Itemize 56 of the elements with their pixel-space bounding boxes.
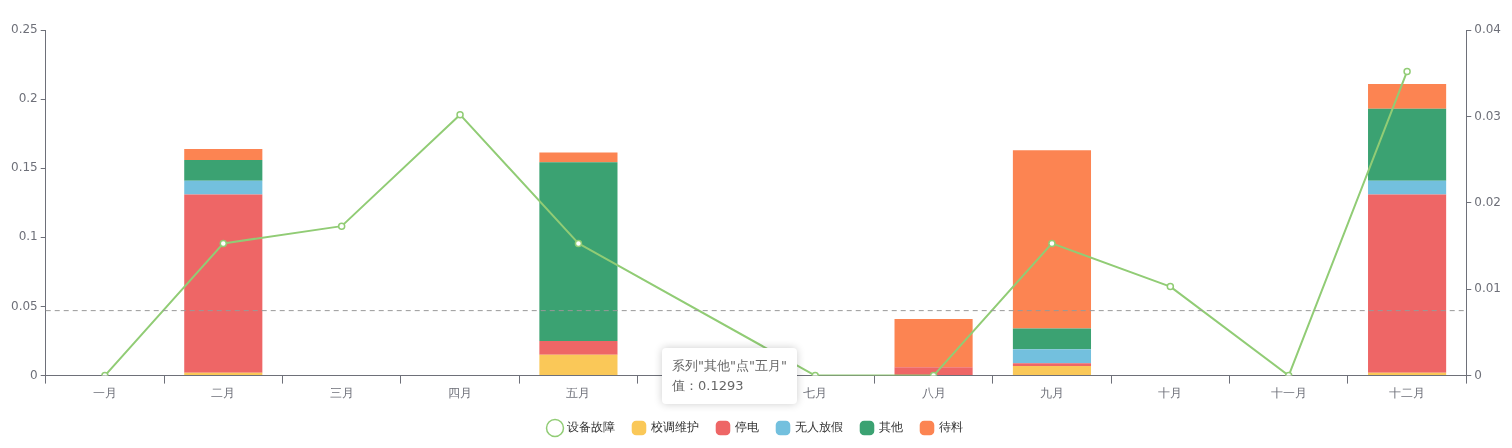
x-tick-label: 五月 [566,385,591,400]
legend-label: 设备故障 [567,420,615,435]
bar [539,354,618,376]
legend-label: 待料 [939,420,963,435]
point [219,239,228,248]
bar [184,194,263,373]
y2-tick-label: 0.03 [1474,108,1501,123]
y2-tick-label: 0.02 [1474,194,1501,209]
y-tick-label: 0 [30,367,38,382]
x-tick-label: 十月 [1158,385,1183,400]
point [574,239,583,248]
y-tick-label: 0.05 [11,298,38,313]
x-tick-label: 八月 [921,385,946,400]
annotation: 系列"其他"点"五月" [672,357,787,375]
x-tick-label: 四月 [448,385,473,400]
x-tick-label: 一月 [92,385,117,400]
y2-tick-label: 0 [1474,367,1482,382]
x-tick-label: 十一月 [1270,385,1307,400]
bar [1012,150,1092,329]
y2-tick-label: 0.01 [1474,281,1501,296]
point [337,222,346,230]
point [456,110,464,119]
point [1403,67,1411,76]
bar [184,180,263,195]
bar [1012,349,1092,364]
point [1048,239,1056,248]
bar [539,341,618,355]
bar [894,318,973,368]
x-tick-label: 九月 [1039,385,1064,400]
bar [1368,108,1447,181]
legend-label: 无人放假 [795,420,843,435]
legend-label: 校调维护 [650,420,699,435]
bar [1368,194,1447,373]
bar [1012,363,1092,366]
legend-label: 停电 [735,420,759,435]
y2-tick-label: 0.04 [1474,22,1501,37]
bar [184,148,263,160]
y-tick-label: 0.25 [11,22,38,37]
bar [1368,180,1447,195]
bar [1012,328,1092,350]
bar [184,159,263,181]
bar [1012,365,1092,376]
y-tick-label: 0.15 [11,160,38,175]
bar [539,152,618,163]
x-tick-label: 二月 [211,385,236,400]
point [1166,282,1175,291]
x-tick-label: 十二月 [1389,385,1426,400]
x-tick-label: 三月 [329,385,354,400]
bar [894,367,973,376]
bar [539,162,618,342]
y-tick-label: 0.2 [18,91,38,106]
legend-label: 其他 [879,420,903,435]
y-tick-label: 0.1 [18,229,38,244]
x-tick-label: 七月 [803,385,828,400]
bar [1368,83,1447,109]
text: 值：0.1293 [672,377,745,395]
